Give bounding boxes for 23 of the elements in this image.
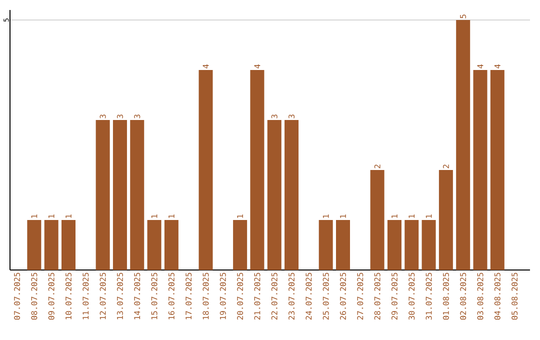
bar (198, 70, 213, 270)
bar (456, 20, 470, 270)
bar (44, 220, 58, 270)
bar (233, 220, 248, 270)
bar (422, 220, 436, 270)
bar (284, 120, 299, 270)
bar (438, 170, 453, 270)
bar (164, 220, 178, 270)
bar (473, 70, 488, 270)
bar (96, 120, 110, 270)
bar (336, 220, 350, 270)
bar (147, 220, 162, 270)
bar (404, 220, 419, 270)
bar (370, 170, 384, 270)
bar (112, 120, 127, 270)
bar (318, 220, 333, 270)
bar (130, 120, 144, 270)
bar (387, 220, 402, 270)
bar (250, 70, 264, 270)
bar (62, 220, 76, 270)
bar (267, 120, 282, 270)
bar (490, 70, 504, 270)
bar (27, 220, 42, 270)
